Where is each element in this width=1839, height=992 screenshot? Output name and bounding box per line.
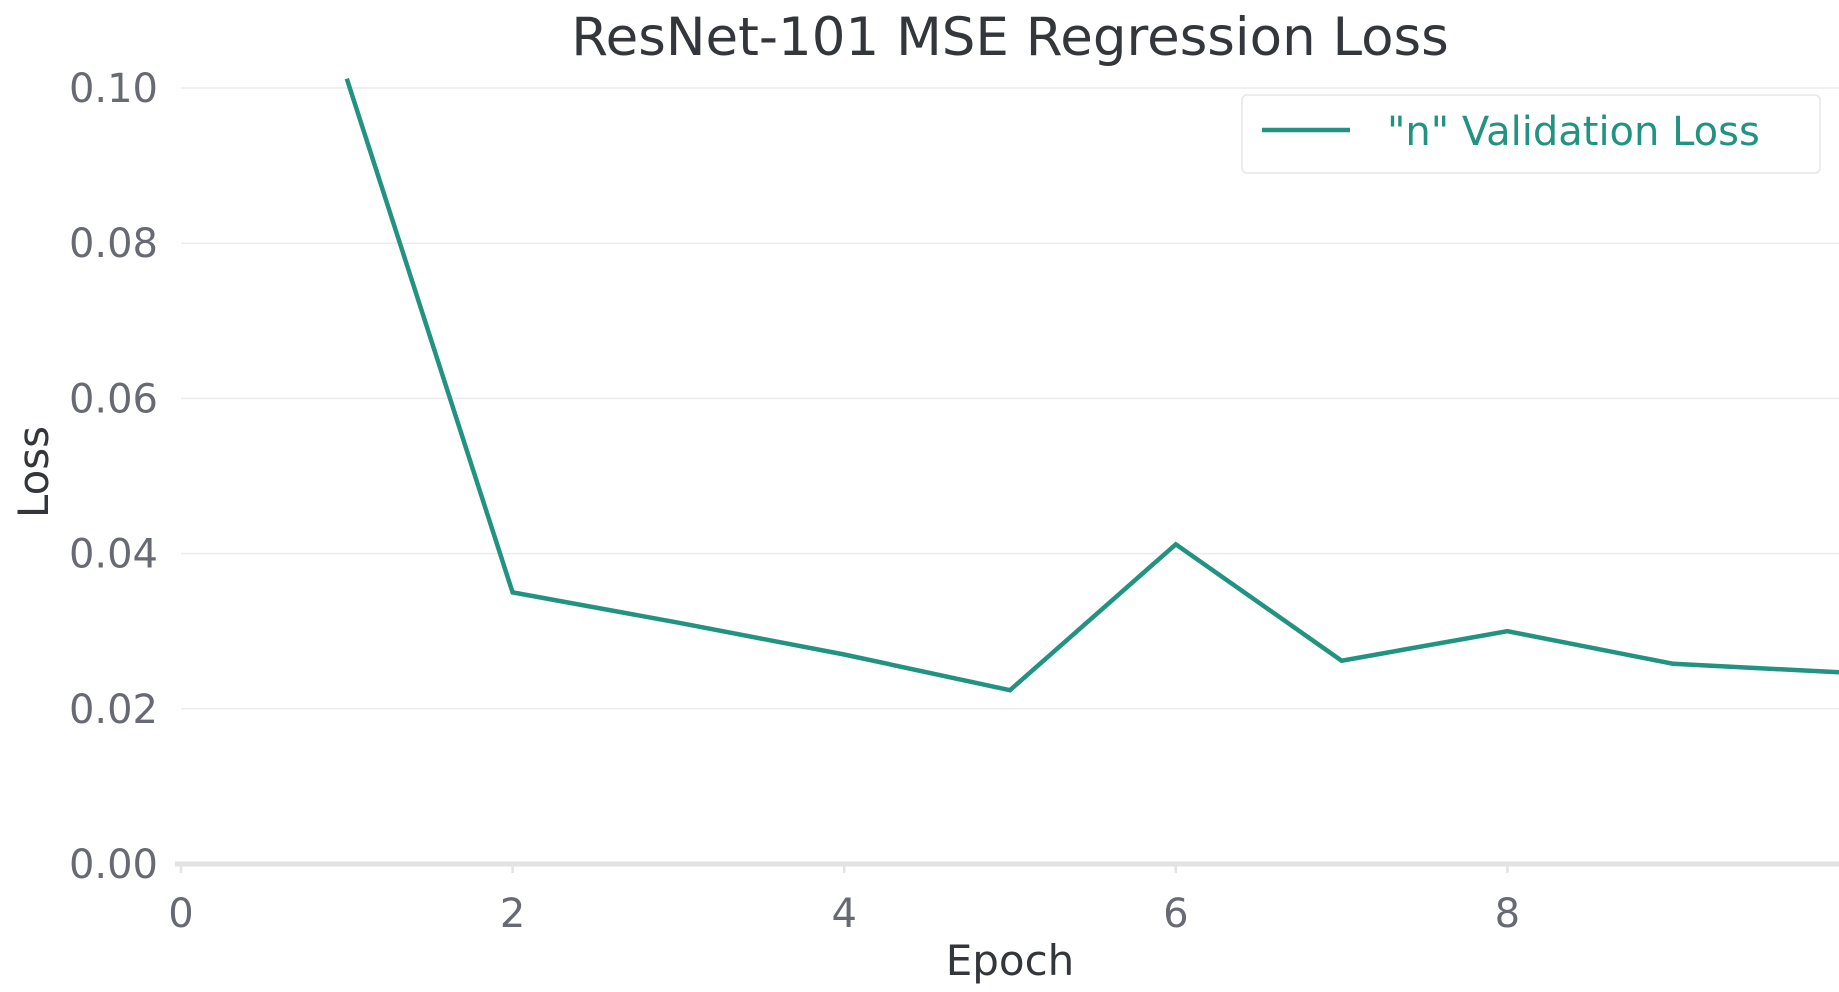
x-tick-label: 6: [1163, 891, 1188, 937]
legend-label: "n" Validation Loss: [1387, 109, 1760, 155]
x-axis-label: Epoch: [946, 936, 1075, 985]
y-tick-label: 0.06: [69, 376, 158, 422]
x-tick-label: 8: [1495, 891, 1520, 937]
y-axis-label: Loss: [9, 426, 58, 518]
legend: "n" Validation Loss: [1241, 94, 1821, 174]
y-tick-label: 0.10: [69, 66, 158, 112]
series-layer: [344, 78, 1839, 693]
chart-title: ResNet-101 MSE Regression Loss: [571, 7, 1449, 68]
gridlines: [181, 87, 1839, 710]
y-tick-label: 0.00: [69, 842, 158, 888]
y-axis-ticks: 0.00 0.02 0.04 0.06 0.08 0.10: [69, 66, 158, 888]
series-line: [344, 78, 1839, 693]
x-tick-label: 2: [500, 891, 525, 937]
legend-box: [1241, 94, 1821, 174]
y-tick-label: 0.02: [69, 687, 158, 733]
y-tick-label: 0.08: [69, 221, 158, 267]
x-axis-ticks: 0 2 4 6 8: [168, 864, 1520, 937]
x-tick-label: 4: [831, 891, 856, 937]
x-tick-label: 0: [168, 891, 193, 937]
y-tick-label: 0.04: [69, 532, 158, 578]
